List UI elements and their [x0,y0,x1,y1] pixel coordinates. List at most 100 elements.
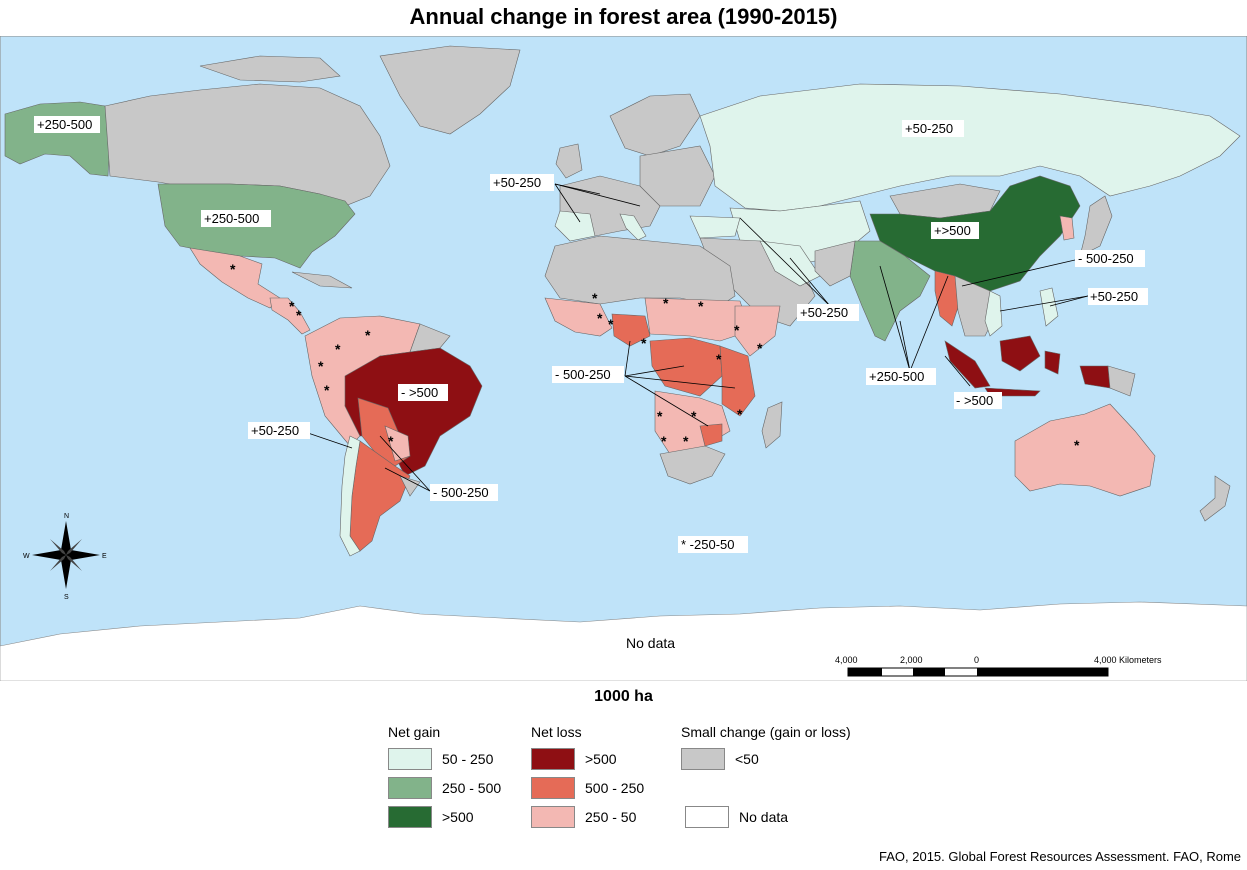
legend-item: <50 [681,744,851,773]
scale-tick-1: 4,000 [835,655,858,665]
label-argentina: - 500-250 [430,484,498,501]
label-india: +250-500 [866,368,936,385]
svg-text:*: * [737,406,743,422]
swatch-gain-high [388,805,432,828]
label-usa: +250-500 [201,210,271,227]
svg-text:*: * [757,340,763,356]
greenland-region [379,45,521,135]
arctic-islands [199,55,341,83]
label-china: +>500 [931,222,979,239]
label-africa: - 500-250 [552,366,624,383]
svg-text:*: * [230,261,236,277]
swatch-loss-high [531,747,575,770]
svg-text:- >500: - >500 [401,385,438,400]
scale-tick-3: 0 [974,655,979,665]
svg-text:*: * [289,298,295,314]
label-vietnam: +50-250 [1088,288,1148,305]
korea-region [1059,215,1075,241]
svg-text:*: * [608,316,614,332]
legend-item: 250 - 500 [388,773,501,802]
chile-region [339,435,361,557]
canada-region [104,83,391,207]
svg-text:*: * [734,322,740,338]
india-region [849,240,931,342]
source-credit: FAO, 2015. Global Forest Resources Asses… [879,849,1241,864]
svg-text:*: * [716,351,722,367]
legend-net-gain: Net gain 50 - 250 250 - 500 >500 [388,724,501,831]
svg-text:*: * [663,295,669,311]
svg-text:*: * [641,335,647,351]
australia-region [1014,403,1156,497]
legend-net-loss-title: Net loss [531,724,582,740]
legend-item: 50 - 250 [388,744,501,773]
philippines-region [1039,287,1059,327]
indonesia-borneo [999,335,1041,372]
svg-text:*: * [318,358,324,374]
antarctica-region [0,601,1247,682]
svg-text:*: * [698,298,704,314]
legend-small-change: Small change (gain or loss) <50 No data [681,724,851,831]
eastern-europe-region [639,145,716,207]
world-map: * * * * * * * * * * * * * * * * * * * * … [0,35,1247,682]
svg-text:*: * [592,290,598,306]
svg-text:*: * [388,433,394,449]
nigeria-region [611,313,651,347]
scale-bar: 4,000 2,000 0 4,000 Kilometers [835,655,1162,677]
svg-text:- 500-250: - 500-250 [1078,251,1134,266]
west-africa-region [544,297,613,337]
legend-net-gain-title: Net gain [388,724,441,740]
label-indonesia: - >500 [954,392,1002,409]
italy-region [619,213,647,241]
central-america-region [269,297,311,335]
compass-rose: N S E W [23,513,107,601]
south-africa-region [659,445,726,485]
svg-text:+50-250: +50-250 [1090,289,1138,304]
svg-text:*: * [661,433,667,449]
label-antarctica: No data [626,635,675,651]
vietnam-region [984,290,1003,337]
scale-tick-4: 4,000 Kilometers [1094,655,1162,665]
svg-text:+>500: +>500 [934,223,971,238]
scandinavia-region [609,93,701,157]
legend-item: 250 - 50 [531,802,644,831]
label-russia: +50-250 [902,120,964,137]
label-brazil: - >500 [398,384,448,401]
turkey-region [689,215,741,239]
legend-net-loss: Net loss >500 500 - 250 250 - 50 [531,724,644,831]
small-loss-markers: * * * * * * * * * * * * * * * * * * * * … [230,261,1080,453]
label-alaska: +250-500 [34,116,100,133]
madagascar-region [761,401,783,449]
svg-text:- >500: - >500 [956,393,993,408]
swatch-no-data [685,805,729,828]
svg-text:- 500-250: - 500-250 [433,485,489,500]
svg-text:*: * [324,382,330,398]
svg-text:+50-250: +50-250 [493,175,541,190]
svg-text:*: * [335,341,341,357]
unit-label: 1000 ha [594,688,653,705]
svg-text:*: * [683,433,689,449]
swatch-loss-mid [531,776,575,799]
compass-w: W [23,553,30,560]
indonesia-sumatra [944,340,991,389]
spain-region [554,210,596,242]
legend-item: 500 - 250 [531,773,644,802]
svg-text:+50-250: +50-250 [800,305,848,320]
uruguay-region [399,475,421,497]
svg-text:- 500-250: - 500-250 [555,367,611,382]
horn-africa-region [734,305,781,357]
svg-text:*: * [1074,437,1080,453]
zimbabwe-region [699,423,723,447]
label-small-loss-note: * -250-50 [678,536,748,553]
svg-text:*: * [365,327,371,343]
pakistan-region [814,240,856,287]
swatch-small [681,747,725,770]
compass-n: N [64,513,69,520]
callout-lines [304,183,1089,492]
legend-item: >500 [531,744,644,773]
central-africa-region [649,337,723,397]
svg-text:* -250-50: * -250-50 [681,537,734,552]
swatch-loss-low [531,805,575,828]
caribbean-region [291,271,353,289]
compass-s: S [64,594,69,601]
map-title: Annual change in forest area (1990-2015) [409,4,838,29]
